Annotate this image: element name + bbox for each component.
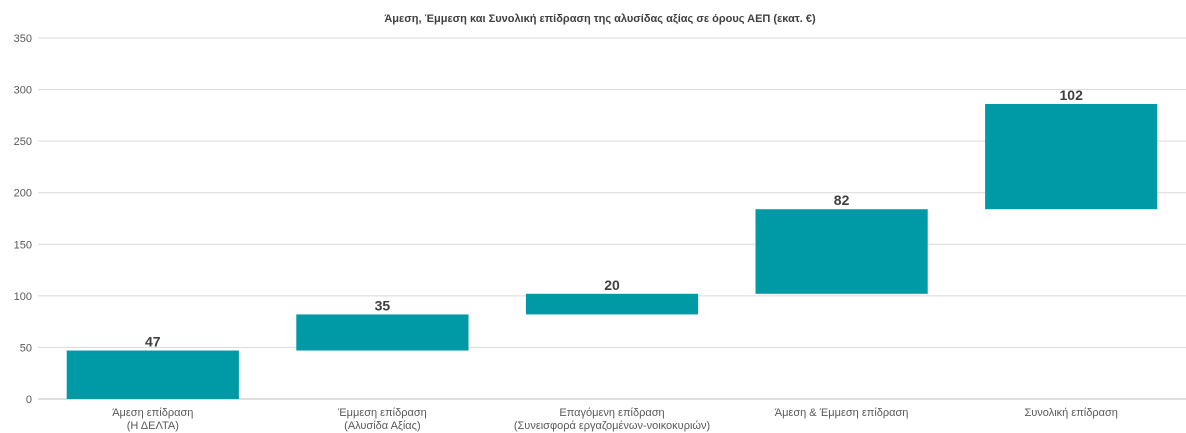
y-tick-label: 0 [26,394,32,406]
y-tick-label: 350 [14,33,32,45]
data-label: 102 [1060,87,1084,103]
y-axis-ticks: 0 50 100 150 200 250 300 350 [14,33,32,406]
category-label: Άμεση επίδραση [112,407,193,419]
y-tick-label: 150 [14,239,32,251]
category-label: (Αλυσίδα Αξίας) [344,420,420,432]
data-label: 20 [604,277,620,293]
data-label: 35 [375,297,391,313]
category-label: Έμμεση επίδραση [337,407,427,419]
bars [67,104,1158,399]
gridlines [38,38,1186,399]
y-tick-label: 250 [14,136,32,148]
chart-title: Άμεση, Έμμεση και Συνολική επίδραση της … [384,13,816,25]
bar [756,209,928,294]
bar [526,294,698,315]
y-tick-label: 100 [14,291,32,303]
category-label: Συνολική επίδραση [1024,407,1117,419]
y-tick-label: 50 [20,342,32,354]
bar [67,351,239,399]
data-label: 47 [145,334,161,350]
y-tick-label: 300 [14,85,32,97]
data-label: 82 [834,192,850,208]
y-tick-label: 200 [14,188,32,200]
bar [296,314,468,350]
bar [985,104,1157,209]
category-labels: Άμεση επίδραση(Η ΔΕΛΤΑ) Έμμεση επίδραση(Α… [112,407,1118,432]
category-label: Άμεση & Έμμεση επίδραση [775,407,909,419]
category-label: (Η ΔΕΛΤΑ) [127,420,179,432]
category-label: Επαγόμενη επίδραση [559,407,664,419]
category-label: (Συνεισφορά εργαζομένων-νοικοκυριών) [514,420,710,432]
